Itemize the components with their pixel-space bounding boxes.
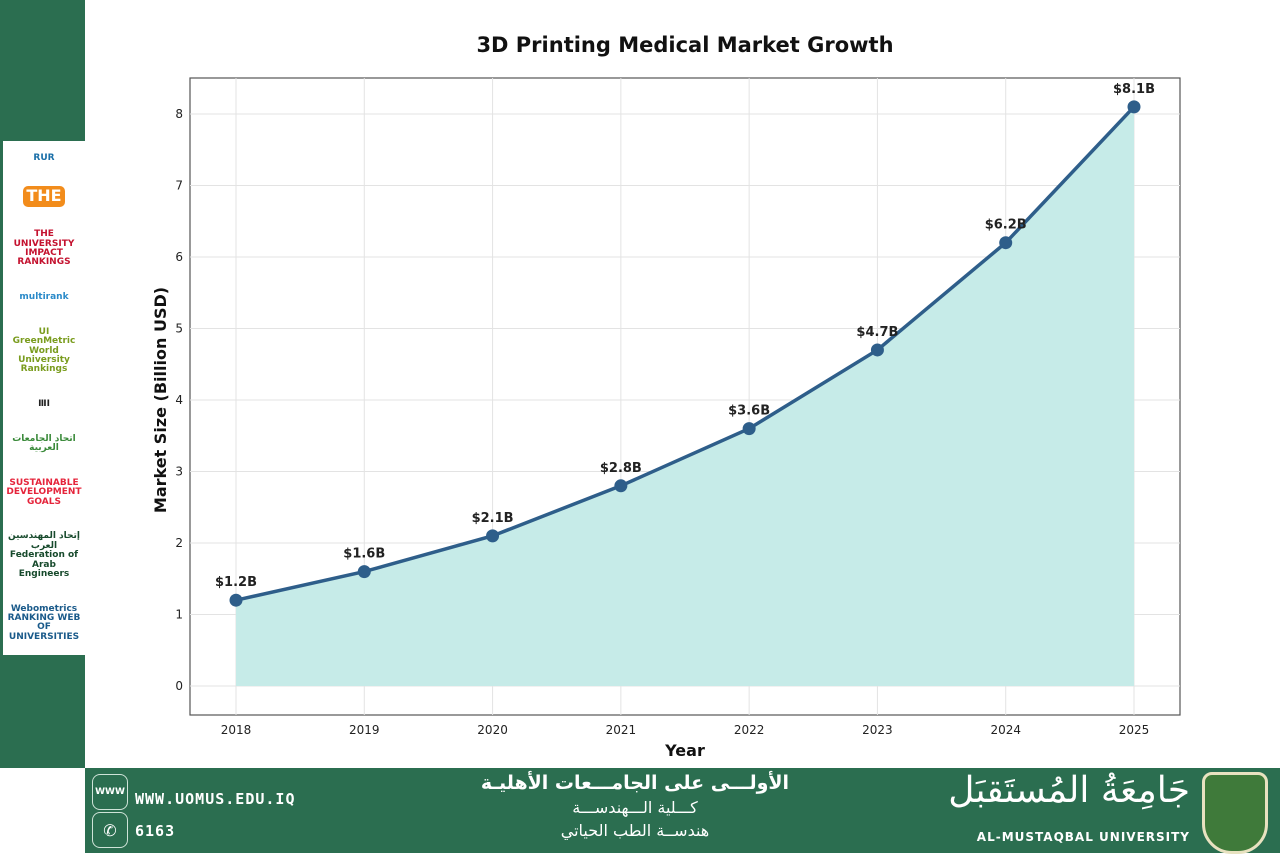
x-tick-label: 2025 (1119, 723, 1150, 737)
data-label: $1.6B (343, 547, 385, 562)
x-axis-label: Year (664, 741, 705, 760)
ranking-logo: اتحاد الجامعات العربية (3, 432, 85, 456)
ranking-logo: THE UNIVERSITY IMPACT RANKINGS (3, 228, 85, 270)
x-tick-label: 2018 (221, 723, 252, 737)
area-fill (236, 106, 1134, 687)
chart: 3D Printing Medical Market Growth 0 1 2 3 4 5… (151, 33, 1181, 760)
ranking-logo: multirank (16, 291, 72, 305)
data-label: $3.6B (728, 404, 770, 419)
footer: WWW WWW.UOMUS.EDU.IQ ✆ 6163 الأولـــى عل… (85, 768, 1280, 854)
x-tick-label: 2020 (477, 723, 508, 737)
x-tick-label: 2019 (349, 723, 380, 737)
y-tick-label: 8 (175, 107, 183, 121)
web-icon-label: WWW (95, 787, 125, 797)
x-tick-label: 2022 (734, 723, 765, 737)
brand-english: AL-MUSTAQBAL UNIVERSITY (976, 830, 1190, 844)
ranking-logo: SUSTAINABLE DEVELOPMENT GOALS (3, 476, 85, 510)
data-label: $6.2B (985, 218, 1027, 233)
ranking-logo: إتحاد المهندسين العرب Federation of Arab… (3, 530, 85, 582)
ranking-logo: ⅢⅠ (35, 398, 53, 412)
data-label: $8.1B (1113, 82, 1155, 97)
y-tick-label: 3 (175, 465, 183, 479)
ranking-logo: UI GreenMetric World University Rankings (3, 325, 85, 377)
data-label: $2.1B (472, 511, 514, 526)
globe-icon: WWW (92, 774, 128, 810)
ranking-logo: THE (23, 186, 65, 207)
y-tick-label: 4 (175, 393, 183, 407)
arabic-tagline: الأولـــى على الجامـــعات الأهليـة (480, 772, 790, 794)
y-tick-label: 7 (175, 179, 183, 193)
arabic-department: هندســة الطب الحياتي (560, 821, 710, 840)
data-point (999, 236, 1013, 250)
university-crest (1202, 772, 1268, 854)
x-tick-label: 2021 (606, 723, 637, 737)
ranking-logo: RUR (30, 151, 58, 166)
data-point (229, 593, 243, 607)
series-line (235, 105, 1136, 602)
phone-number: 6163 (135, 822, 176, 840)
data-label: $1.2B (215, 575, 257, 590)
data-label: $2.8B (600, 461, 642, 476)
phone-icon: ✆ (92, 812, 128, 848)
ranking-logos: RUR THE THE UNIVERSITY IMPACT RANKINGS mult… (3, 141, 85, 655)
data-label: $4.7B (856, 325, 898, 340)
plot-frame (189, 77, 1181, 716)
data-point (357, 565, 371, 579)
data-point (486, 529, 500, 543)
arabic-college: كـــلية الـــهندســـة (572, 798, 698, 817)
data-point (1127, 100, 1141, 114)
y-tick-label: 0 (175, 679, 183, 693)
y-tick-label: 5 (175, 322, 183, 336)
sidebar: RUR THE THE UNIVERSITY IMPACT RANKINGS mult… (0, 0, 85, 768)
y-axis-label: Market Size (Billion USD) (151, 287, 170, 513)
data-point (614, 479, 628, 493)
data-point (742, 422, 756, 436)
data-point (870, 343, 884, 357)
ranking-logo: Webometrics RANKING WEB OF UNIVERSITIES (3, 602, 85, 645)
y-tick-label: 1 (175, 608, 183, 622)
website-link[interactable]: WWW.UOMUS.EDU.IQ (135, 790, 296, 808)
x-tick-label: 2024 (990, 723, 1021, 737)
y-tick-label: 6 (175, 250, 183, 264)
x-tick-label: 2023 (862, 723, 893, 737)
y-tick-label: 2 (175, 536, 183, 550)
chart-title: 3D Printing Medical Market Growth (476, 33, 893, 57)
brand-arabic: جَامِعَةُ المُستَقبَل (948, 770, 1190, 811)
